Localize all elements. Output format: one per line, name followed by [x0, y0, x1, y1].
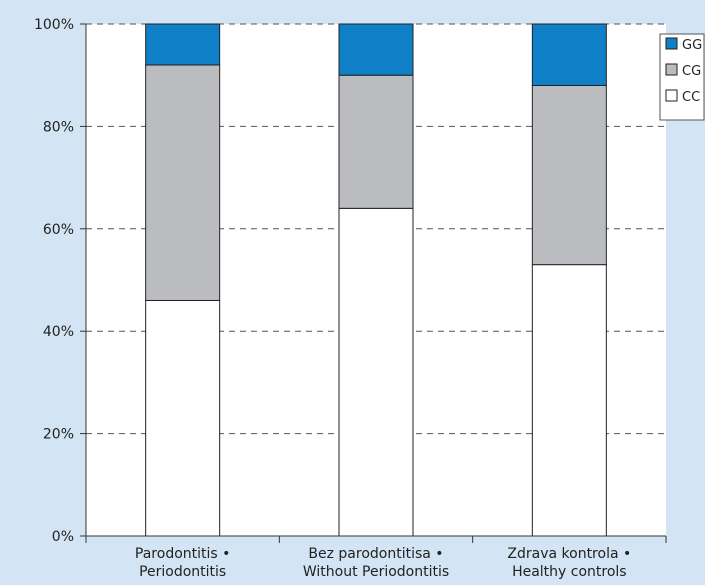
bar-gg-3	[531, 23, 607, 86]
bar-cc-3	[531, 264, 607, 537]
y-tick-label: 0%	[52, 529, 74, 545]
bar-cg-3	[531, 84, 607, 266]
bar-cc-1	[145, 299, 221, 537]
y-tick-label: 40%	[43, 324, 74, 340]
axes	[80, 23, 667, 543]
legend-label-gg: GG	[682, 38, 702, 53]
bars	[145, 23, 607, 537]
legend-swatch-cg	[665, 63, 678, 76]
bar-gg-1	[145, 23, 221, 66]
bar-cg-1	[145, 64, 221, 301]
x-category-label: Bez parodontitisa • Without Periodontitis	[303, 546, 449, 580]
x-category-labels: Parodontitis • Periodontitis Bez parodonti…	[135, 546, 631, 580]
bar-gg-2	[338, 23, 414, 76]
legend-swatch-cc	[665, 89, 678, 102]
legend-swatch-gg	[665, 37, 678, 50]
legend-label-cg: CG	[682, 64, 701, 79]
y-tick-label: 20%	[43, 427, 74, 443]
x-category-label: Zdrava kontrola • Healthy controls	[507, 546, 631, 580]
y-tick-label: 80%	[43, 119, 74, 135]
bar-cg-2	[338, 74, 414, 209]
y-tick-label: 60%	[43, 222, 74, 238]
bar-cc-2	[338, 207, 414, 537]
legend: GG CG CC	[659, 33, 705, 121]
x-category-label: Parodontitis • Periodontitis	[135, 546, 231, 580]
y-tick-label: 100%	[34, 17, 74, 33]
legend-label-cc: CC	[682, 90, 700, 105]
y-tick-labels: 0% 20% 40% 60% 80% 100%	[34, 17, 74, 545]
